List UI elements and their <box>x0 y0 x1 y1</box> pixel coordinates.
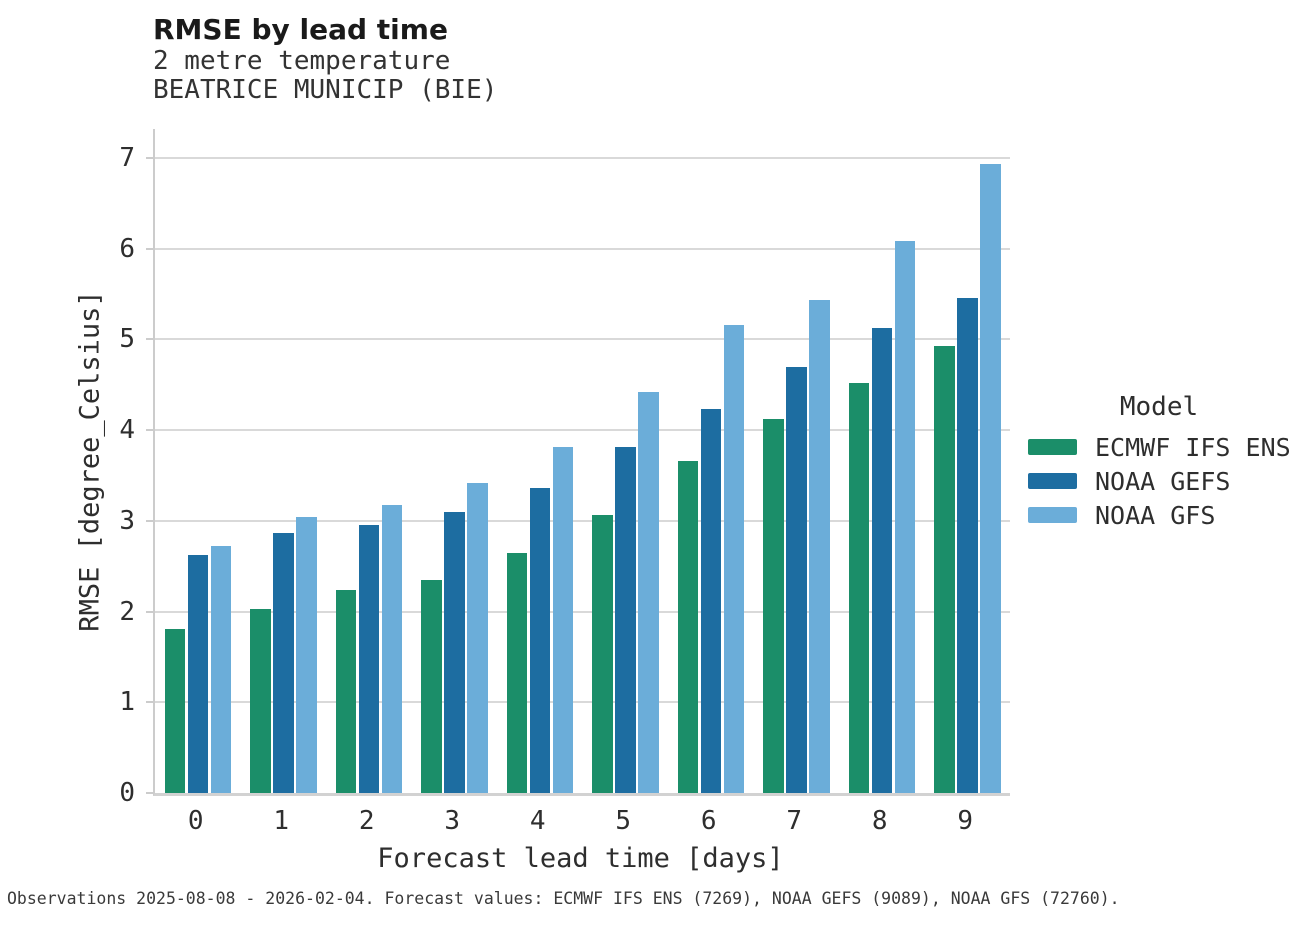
legend-item-label: ECMWF IFS ENS <box>1095 432 1291 462</box>
x-tick-label: 0 <box>187 806 204 836</box>
bar-ecmwf-ifs-ens <box>848 383 869 793</box>
x-tick-label: 6 <box>700 806 717 836</box>
bar-noaa-gfs <box>210 546 231 793</box>
bar-group-day-2 <box>326 504 412 793</box>
bar-group-day-9 <box>925 164 1011 793</box>
bar-noaa-gfs <box>467 482 488 793</box>
plot-area: 0 1 2 3 4 5 6 7 <box>119 129 1011 808</box>
legend-item-label: NOAA GEFS <box>1095 466 1231 496</box>
x-tick-label: 7 <box>786 806 803 836</box>
chart-subtitle-station: BEATRICE MUNICIP (BIE) <box>153 75 498 105</box>
y-tick-mark <box>146 157 153 160</box>
bar-ecmwf-ifs-ens <box>250 608 271 793</box>
bar-group-day-3 <box>412 482 498 793</box>
bar-noaa-gefs <box>615 447 636 793</box>
bar-noaa-gefs <box>187 555 208 793</box>
y-tick-label: 1 <box>119 687 135 718</box>
bar-ecmwf-ifs-ens <box>763 419 784 793</box>
bar-noaa-gefs <box>529 488 550 793</box>
bar-noaa-gfs <box>809 300 830 793</box>
bar-ecmwf-ifs-ens <box>677 461 698 793</box>
bar-noaa-gefs <box>700 409 721 793</box>
legend-item-noaa-gefs: NOAA GEFS <box>1028 464 1290 498</box>
bar-ecmwf-ifs-ens <box>421 579 442 793</box>
bar-noaa-gefs <box>444 511 465 793</box>
gridline <box>155 247 1010 250</box>
chart-title: RMSE by lead time <box>153 13 448 46</box>
legend-title: Model <box>1119 392 1199 422</box>
bar-noaa-gefs <box>786 366 807 793</box>
gridline <box>155 157 1010 160</box>
gridline <box>155 701 1010 704</box>
y-tick-mark <box>146 610 153 613</box>
bar-ecmwf-ifs-ens <box>592 514 613 793</box>
bar-noaa-gfs <box>381 504 402 793</box>
bar-noaa-gefs <box>871 327 892 793</box>
y-tick-label: 3 <box>119 505 135 536</box>
x-tick-label: 4 <box>529 806 546 836</box>
x-tick-label: 2 <box>358 806 375 836</box>
x-tick-label: 1 <box>273 806 290 836</box>
bar-noaa-gefs <box>957 297 978 793</box>
legend-item-label: NOAA GFS <box>1095 500 1216 530</box>
y-tick-mark <box>146 519 153 522</box>
bar-noaa-gfs <box>894 240 915 793</box>
bar-group-day-8 <box>839 240 925 793</box>
x-tick-label: 3 <box>444 806 461 836</box>
chart-subtitle-variable: 2 metre temperature <box>153 46 451 76</box>
gridline <box>155 519 1010 522</box>
bar-noaa-gefs <box>358 525 379 793</box>
legend-swatch <box>1028 507 1077 523</box>
legend-swatch <box>1028 439 1077 455</box>
y-tick-label: 0 <box>119 778 135 808</box>
y-tick-label: 6 <box>119 233 135 264</box>
gridline <box>155 429 1010 432</box>
y-tick-mark <box>146 429 153 432</box>
bar-ecmwf-ifs-ens <box>164 628 185 793</box>
y-tick-label: 2 <box>119 596 135 627</box>
bar-noaa-gefs <box>273 532 294 793</box>
legend-item-ecmwf-ifs-ens: ECMWF IFS ENS <box>1028 430 1291 464</box>
bar-noaa-gfs <box>638 392 659 793</box>
bar-noaa-gfs <box>723 324 744 793</box>
bar-ecmwf-ifs-ens <box>934 345 955 793</box>
bar-ecmwf-ifs-ens <box>506 552 527 793</box>
bar-noaa-gfs <box>552 446 573 793</box>
x-tick-label: 8 <box>871 806 888 836</box>
bar-group-day-1 <box>241 517 327 793</box>
bar-group-day-4 <box>497 446 583 793</box>
y-tick-mark <box>146 701 153 704</box>
x-tick-label: 9 <box>957 806 974 836</box>
legend-items: ECMWF IFS ENS NOAA GEFS NOAA GFS <box>1028 430 1291 532</box>
footer-note: Observations 2025-08-08 - 2026-02-04. Fo… <box>7 889 1120 908</box>
bar-group-day-6 <box>668 324 754 793</box>
y-tick-mark <box>146 792 153 794</box>
x-tick-label: 5 <box>615 806 632 836</box>
y-tick-label: 7 <box>119 143 135 174</box>
bar-group-day-5 <box>583 392 669 793</box>
gridline <box>155 338 1010 341</box>
y-tick-mark <box>146 338 153 341</box>
y-tick-label: 5 <box>119 324 135 355</box>
legend: Model ECMWF IFS ENS NOAA GEFS NOAA GFS <box>1028 392 1291 532</box>
legend-swatch <box>1028 473 1077 489</box>
chart-header: RMSE by lead time 2 metre temperature BE… <box>153 13 497 105</box>
gridline <box>155 610 1010 613</box>
bar-ecmwf-ifs-ens <box>335 589 356 793</box>
y-tick-mark <box>146 247 153 250</box>
y-tick-label: 4 <box>119 415 135 446</box>
x-axis-title: Forecast lead time [days] <box>377 843 784 874</box>
bar-noaa-gfs <box>296 517 317 793</box>
bar-group-day-0 <box>155 546 241 793</box>
bar-noaa-gfs <box>980 164 1001 793</box>
bar-group-day-7 <box>754 300 840 793</box>
legend-item-noaa-gfs: NOAA GFS <box>1028 498 1290 532</box>
